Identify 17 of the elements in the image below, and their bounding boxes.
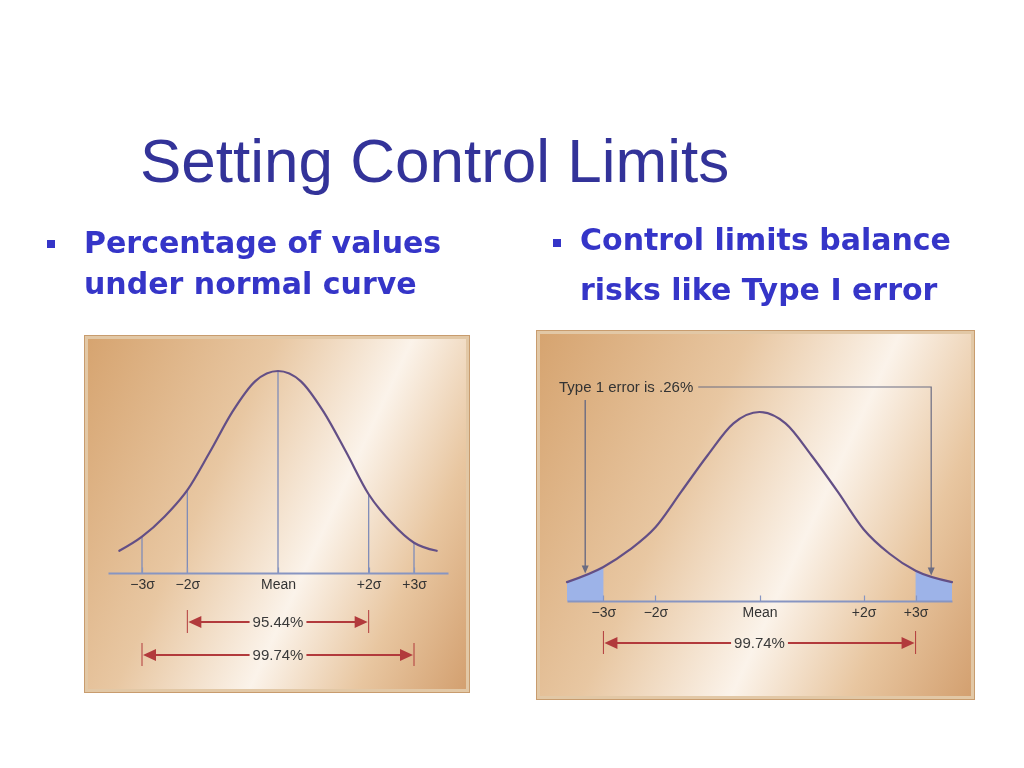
chart-subtitle: Percentage of values under normal curve (84, 224, 443, 303)
x-tick-label: −2σ (175, 575, 201, 592)
text: 95.44% (252, 613, 304, 630)
x-tick-label: −2σ (643, 603, 669, 620)
x-tick-label: +2σ (851, 603, 877, 620)
x-tick-label: +2σ (356, 575, 382, 592)
x-tick-label: +3σ (903, 603, 929, 620)
chart-title: Setting Control Limits (140, 126, 730, 195)
text: 99.74% (252, 646, 304, 663)
text: Type 1 error is .26% (559, 378, 694, 395)
x-tick-label: +3σ (402, 575, 428, 592)
x-tick-label: Mean (260, 575, 297, 592)
x-tick-label: −3σ (591, 603, 617, 620)
chart-subtitle: Control limits balance risks like Type I error (580, 221, 952, 309)
text: 99.74% (734, 634, 785, 651)
x-tick-label: −3σ (130, 575, 156, 592)
x-tick-label: Mean (742, 603, 778, 620)
